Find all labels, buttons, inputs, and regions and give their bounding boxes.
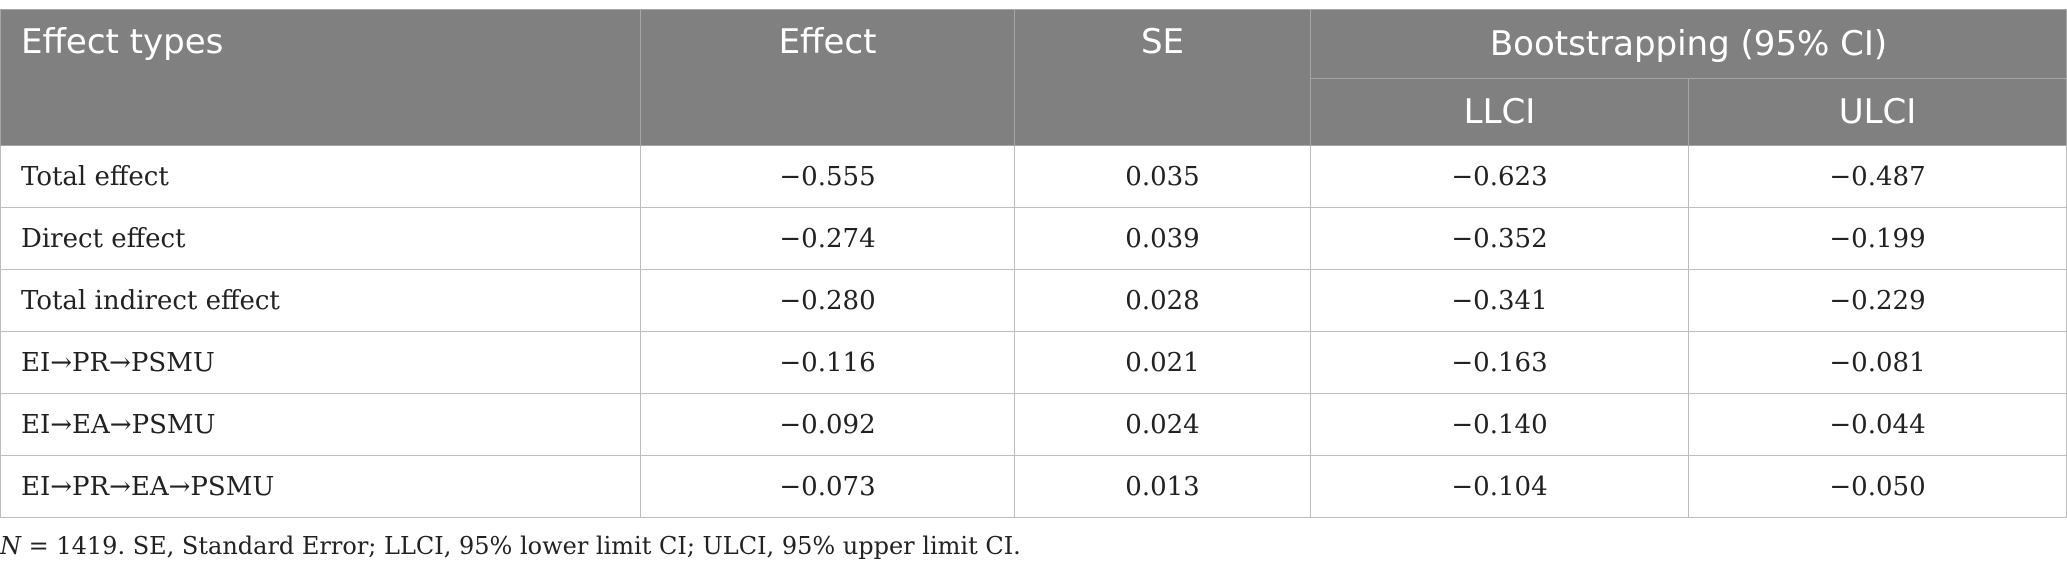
effect-value: −0.555 (640, 145, 1015, 208)
table-row: EI→EA→PSMU −0.092 0.024 −0.140 −0.044 (0, 393, 2067, 456)
ulci-value: −0.081 (1688, 331, 2067, 394)
se-value: 0.013 (1014, 455, 1311, 518)
ulci-value: −0.199 (1688, 207, 2067, 270)
header-effect: Effect (640, 9, 1015, 146)
effect-value: −0.274 (640, 207, 1015, 270)
table-header: Effect types Effect SE Bootstrapping (95… (0, 9, 2067, 146)
se-value: 0.024 (1014, 393, 1311, 456)
llci-value: −0.163 (1310, 331, 1689, 394)
llci-value: −0.104 (1310, 455, 1689, 518)
se-value: 0.035 (1014, 145, 1311, 208)
row-label: Total effect (0, 145, 641, 208)
table-footnote: N = 1419. SE, Standard Error; LLCI, 95% … (0, 532, 1021, 560)
results-table-container: Effect types Effect SE Bootstrapping (95… (0, 9, 2067, 518)
row-label: EI→PR→EA→PSMU (0, 455, 641, 518)
table-row: Total effect −0.555 0.035 −0.623 −0.487 (0, 145, 2067, 208)
llci-value: −0.341 (1310, 269, 1689, 332)
table-row: EI→PR→PSMU −0.116 0.021 −0.163 −0.081 (0, 331, 2067, 394)
header-bootstrapping: Bootstrapping (95% CI) (1310, 9, 2067, 79)
row-label: Direct effect (0, 207, 641, 270)
llci-value: −0.352 (1310, 207, 1689, 270)
se-value: 0.028 (1014, 269, 1311, 332)
effect-value: −0.116 (640, 331, 1015, 394)
table-row: Total indirect effect −0.280 0.028 −0.34… (0, 269, 2067, 332)
header-effect-types: Effect types (0, 9, 641, 146)
se-value: 0.039 (1014, 207, 1311, 270)
effect-value: −0.280 (640, 269, 1015, 332)
effect-value: −0.073 (640, 455, 1015, 518)
row-label: EI→EA→PSMU (0, 393, 641, 456)
table-row: EI→PR→EA→PSMU −0.073 0.013 −0.104 −0.050 (0, 455, 2067, 518)
row-label: EI→PR→PSMU (0, 331, 641, 394)
ulci-value: −0.487 (1688, 145, 2067, 208)
footnote-text: = 1419. SE, Standard Error; LLCI, 95% lo… (21, 532, 1021, 560)
table-row: Direct effect −0.274 0.039 −0.352 −0.199 (0, 207, 2067, 270)
ulci-value: −0.050 (1688, 455, 2067, 518)
footnote-n-symbol: N (0, 532, 21, 560)
header-se: SE (1014, 9, 1311, 146)
header-llci: LLCI (1310, 78, 1689, 146)
row-label: Total indirect effect (0, 269, 641, 332)
llci-value: −0.623 (1310, 145, 1689, 208)
ulci-value: −0.044 (1688, 393, 2067, 456)
ulci-value: −0.229 (1688, 269, 2067, 332)
llci-value: −0.140 (1310, 393, 1689, 456)
se-value: 0.021 (1014, 331, 1311, 394)
effects-table: Effect types Effect SE Bootstrapping (95… (0, 9, 2067, 518)
table-body: Total effect −0.555 0.035 −0.623 −0.487 … (0, 145, 2067, 518)
effect-value: −0.092 (640, 393, 1015, 456)
header-ulci: ULCI (1688, 78, 2067, 146)
